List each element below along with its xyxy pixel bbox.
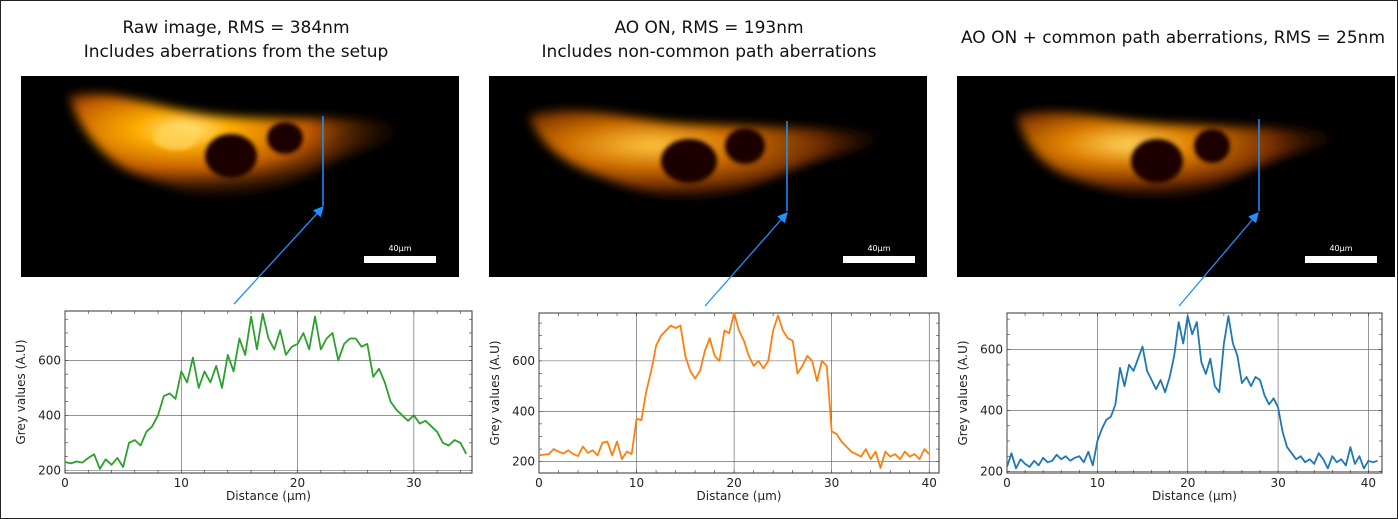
x-tick-label: 30 bbox=[1270, 476, 1285, 490]
y-axis-label: Grey values (A.U) bbox=[488, 340, 502, 445]
y-tick-label: 600 bbox=[980, 343, 1003, 357]
x-tick-label: 20 bbox=[726, 476, 741, 490]
scale-bar-label: 40µm bbox=[1329, 244, 1353, 253]
profile-plot-ao-on: 0 10 20 30 40 200 400 600 Distance (µm) Grey valu… bbox=[471, 301, 947, 518]
cell-fluorescence bbox=[1017, 111, 1335, 211]
panel-title-line1: Raw image, RMS = 384nm bbox=[122, 18, 350, 38]
x-tick-label: 0 bbox=[1003, 476, 1011, 490]
panel-ao-on: AO ON, RMS = 193nm Includes non-common p… bbox=[471, 1, 947, 518]
x-tick-label: 20 bbox=[1180, 476, 1195, 490]
y-tick-label: 400 bbox=[38, 408, 61, 422]
scale-bar-label: 40µm bbox=[388, 244, 412, 253]
microscopy-image: 40µm bbox=[489, 76, 927, 277]
microscopy-image: 40µm bbox=[957, 76, 1395, 277]
x-tick-label: 10 bbox=[174, 476, 189, 490]
profile-plot-raw: 0 10 20 30 200 400 600 Distance (µm) Grey values… bbox=[1, 301, 473, 518]
y-tick-label: 200 bbox=[980, 464, 1003, 478]
profile-plot-ao-common: 0 10 20 30 40 200 400 600 Distance (µm) Grey valu… bbox=[947, 301, 1397, 518]
x-tick-label: 40 bbox=[922, 476, 937, 490]
panel-title-line1: AO ON, RMS = 193nm bbox=[614, 18, 804, 38]
panel-ao-common: AO ON + common path aberrations, RMS = 2… bbox=[947, 1, 1397, 518]
panel-title-line2: Includes aberrations from the setup bbox=[83, 42, 389, 62]
series-line bbox=[1006, 315, 1378, 470]
y-tick-label: 400 bbox=[512, 404, 535, 418]
plot-frame bbox=[538, 312, 940, 474]
x-tick-label: 0 bbox=[535, 476, 543, 490]
scale-bar bbox=[843, 256, 915, 263]
microscopy-image: 40µm bbox=[21, 76, 459, 277]
scale-bar bbox=[1305, 256, 1377, 263]
panel-title-line2: Includes non-common path aberrations bbox=[541, 42, 877, 62]
cell-fluorescence bbox=[529, 110, 880, 211]
cell-fluorescence bbox=[69, 93, 398, 206]
y-axis-label: Grey values (A.U) bbox=[956, 340, 970, 445]
panel-raw: Raw image, RMS = 384nm Includes aberrati… bbox=[1, 1, 473, 518]
scale-bar-label: 40µm bbox=[867, 244, 891, 253]
y-tick-label: 200 bbox=[512, 455, 535, 469]
y-axis-label: Grey values (A.U) bbox=[14, 339, 28, 444]
x-tick-label: 10 bbox=[629, 476, 644, 490]
y-tick-label: 600 bbox=[512, 354, 535, 368]
y-tick-label: 200 bbox=[38, 463, 61, 477]
scale-bar bbox=[364, 256, 436, 263]
x-tick-label: 30 bbox=[406, 476, 421, 490]
x-tick-label: 40 bbox=[1361, 476, 1376, 490]
x-tick-label: 30 bbox=[824, 476, 839, 490]
y-tick-label: 600 bbox=[38, 353, 61, 367]
x-axis-label: Distance (µm) bbox=[226, 489, 311, 503]
x-axis-label: Distance (µm) bbox=[697, 489, 782, 503]
plot-frame bbox=[1006, 312, 1383, 474]
x-tick-label: 10 bbox=[1090, 476, 1105, 490]
x-tick-label: 20 bbox=[290, 476, 305, 490]
series-line bbox=[538, 312, 930, 469]
x-axis-label: Distance (µm) bbox=[1152, 489, 1237, 503]
y-tick-label: 400 bbox=[980, 404, 1003, 418]
series-line bbox=[64, 312, 467, 470]
x-tick-label: 0 bbox=[61, 476, 69, 490]
panel-title-line2: AO ON + common path aberrations, RMS = 2… bbox=[960, 28, 1386, 48]
